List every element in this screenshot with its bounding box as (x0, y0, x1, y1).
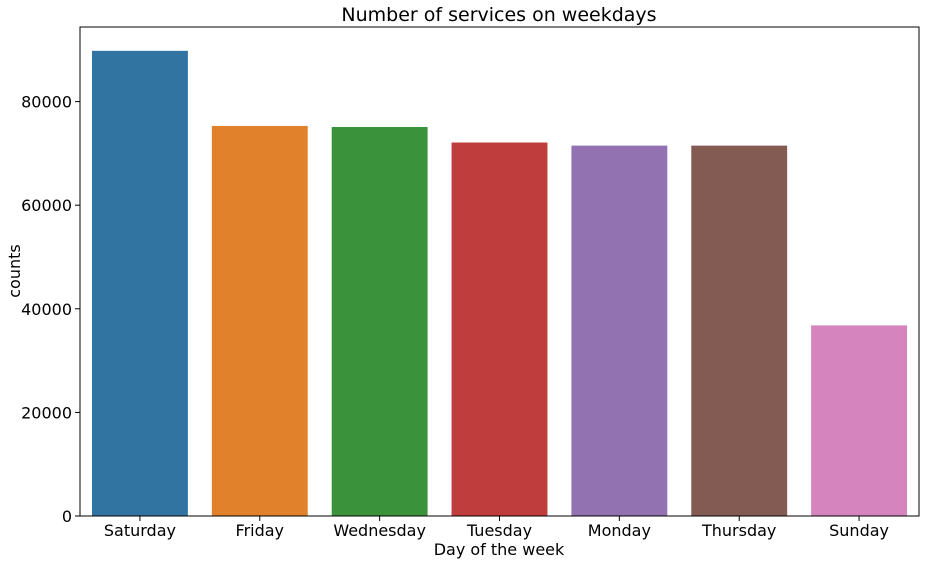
plot-frame (79, 26, 920, 517)
y-tick-label: 40000 (21, 300, 72, 319)
bar-friday (211, 125, 308, 516)
x-tick-label: Sunday (829, 521, 889, 540)
bar-monday (571, 145, 668, 516)
y-axis-ticks: 0 20000 40000 60000 80000 (21, 93, 80, 526)
bar-wednesday (331, 126, 428, 516)
bar-sunday (811, 325, 908, 516)
bar-saturday (91, 50, 188, 516)
x-tick-label: Wednesday (333, 521, 426, 540)
y-axis-label: counts (5, 244, 24, 297)
y-tick-label: 60000 (21, 196, 72, 215)
bars-group (91, 50, 908, 516)
x-tick-label: Tuesday (466, 521, 532, 540)
y-tick-label: 20000 (21, 403, 72, 422)
x-tick-label: Saturday (104, 521, 176, 540)
bar-tuesday (451, 142, 548, 516)
x-axis-label: Day of the week (434, 540, 565, 559)
x-tick-label: Monday (588, 521, 651, 540)
chart-title: Number of services on weekdays (341, 4, 656, 26)
x-tick-label: Thursday (701, 521, 776, 540)
x-axis-ticks: Saturday Friday Wednesday Tuesday Monday Thur… (104, 516, 889, 540)
y-tick-label: 0 (62, 507, 72, 526)
y-tick-label: 80000 (21, 93, 72, 112)
x-tick-label: Friday (236, 521, 285, 540)
bar-thursday (691, 145, 788, 516)
